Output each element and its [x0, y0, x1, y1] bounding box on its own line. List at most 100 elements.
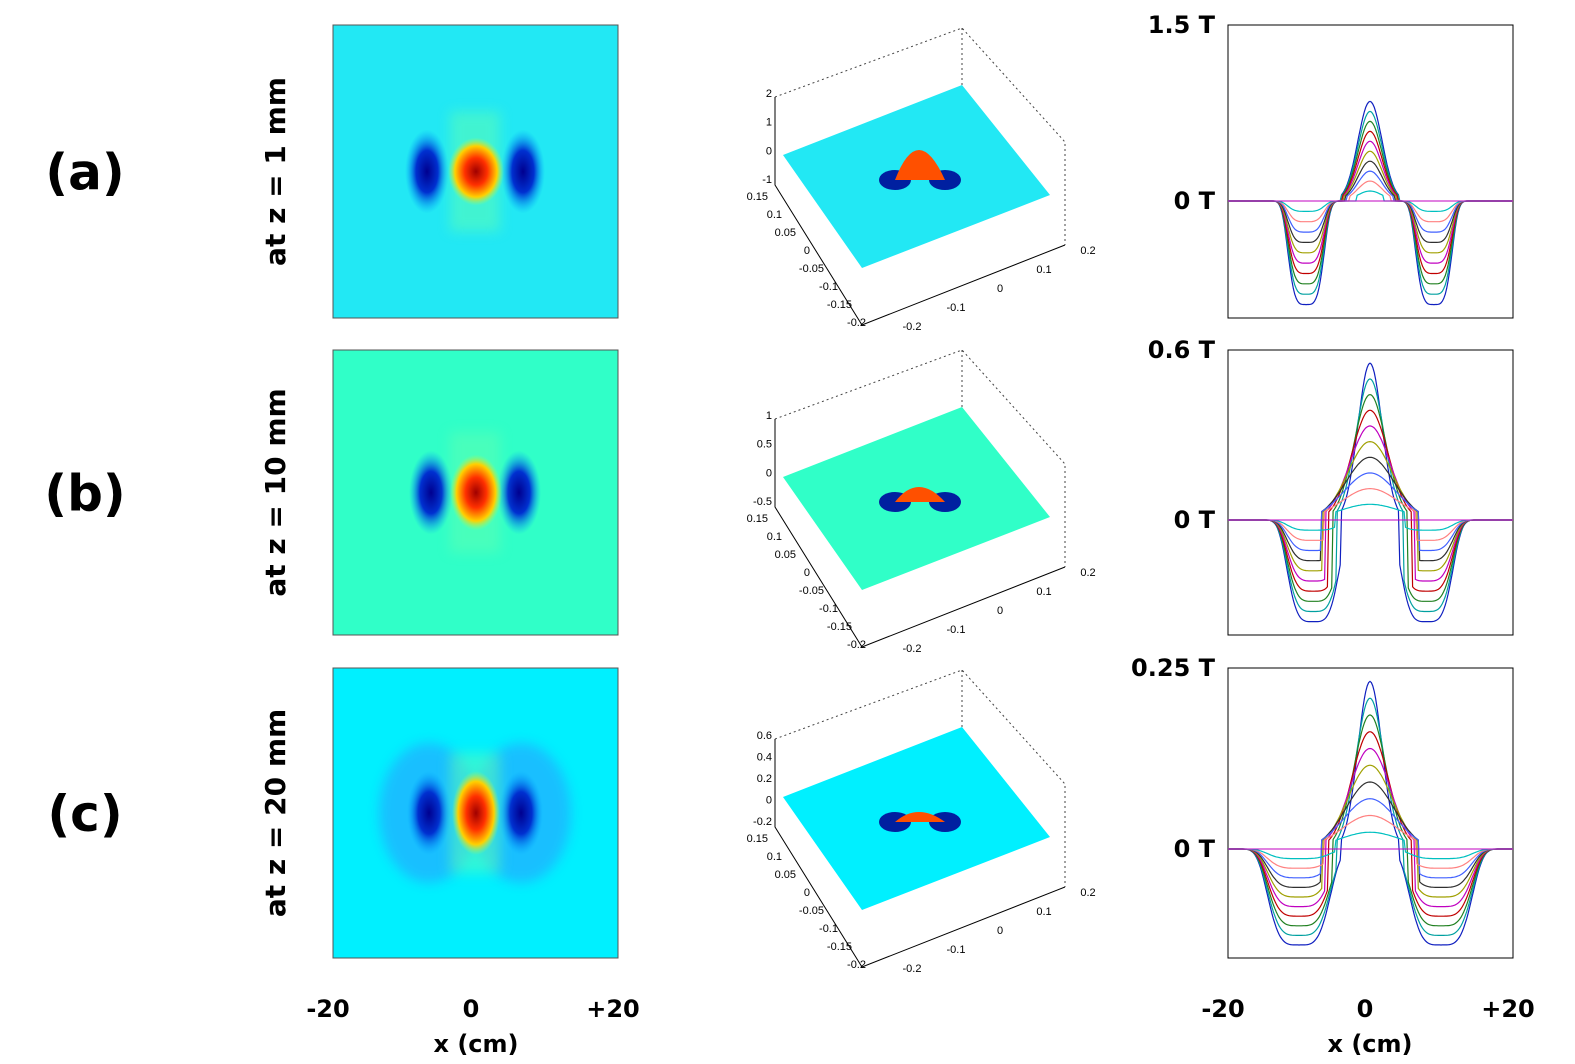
profile-frame [1227, 667, 1514, 959]
surface-plot: 1 0.5 0 -0.5 0.15 0.1 0.05 0 -0.05 -0.1 -0.15 -0.2 -… [747, 349, 1096, 655]
profile-top-label: 1.5 T [1148, 11, 1216, 39]
axis [774, 419, 1066, 648]
profile-curve [1228, 120, 1512, 285]
profile-plot: 0.6 T 0 T [1148, 336, 1514, 636]
y-tick-label: 0.15 [747, 513, 768, 525]
y-tick-label: 0.05 [775, 549, 796, 561]
z-tick-label: 1 [766, 410, 772, 422]
heatmap [409, 432, 541, 553]
lobe [405, 129, 449, 214]
profile-curve [1228, 798, 1512, 879]
y-tick-label: -0.15 [827, 941, 852, 953]
z-tick-label: 2 [766, 88, 772, 100]
profile-frame [1227, 349, 1514, 636]
profile-curve [1228, 831, 1512, 860]
y-tick-label: 0 [804, 245, 810, 257]
y-tick-label: -0.05 [799, 905, 824, 917]
x-axis-label: x (cm) [1327, 1030, 1412, 1058]
profile-top-label: 0.25 T [1131, 654, 1216, 682]
y-tick-label: 0.1 [767, 209, 782, 221]
y-tick-label: -0.15 [827, 621, 852, 633]
x-tick-label: -0.2 [903, 963, 922, 975]
profile-curve [1228, 472, 1512, 552]
y-tick-label: 0.15 [747, 833, 768, 845]
heatmap [379, 743, 571, 883]
x-tick-label: 0 [997, 605, 1003, 617]
profile-plot: 0.25 T 0 T [1131, 654, 1514, 959]
row-label: (b) [44, 465, 126, 523]
y-tick-label: -0.2 [847, 317, 866, 329]
heatmap [405, 111, 545, 232]
y-tick-label: -0.2 [847, 959, 866, 971]
profile-curve [1228, 781, 1512, 889]
row-label: (c) [47, 785, 122, 843]
profile-curve [1228, 714, 1512, 927]
profile-curve [1228, 409, 1512, 592]
surface-peak [895, 150, 945, 180]
y-tick-label: -0.15 [827, 299, 852, 311]
profile-curve [1228, 440, 1512, 572]
axis [774, 739, 1066, 968]
x-tick-label: 0 [997, 283, 1003, 295]
profile-curve [1228, 362, 1512, 623]
y-tick-label: 0.05 [775, 227, 796, 239]
x-tick-label: 0.1 [1036, 906, 1051, 918]
x-axis-tick-label: -20 [1201, 995, 1244, 1023]
x-tick-label: -0.1 [947, 944, 966, 956]
profile-curve [1228, 814, 1512, 869]
x-axis-tick-label: -20 [306, 995, 349, 1023]
y-tick-label: 0.1 [767, 531, 782, 543]
y-tick-label: -0.2 [847, 639, 866, 651]
profile-curve [1228, 731, 1512, 917]
y-tick-label: -0.1 [819, 603, 838, 615]
y-tick-label: 0 [804, 887, 810, 899]
lobe [501, 129, 545, 214]
z-tick-label: 0 [766, 145, 772, 157]
lobe [409, 450, 453, 535]
x-axis-tick-label: +20 [1481, 995, 1535, 1023]
lobe [407, 771, 451, 855]
y-tick-label: -0.05 [799, 263, 824, 275]
profile-curve [1228, 747, 1512, 908]
surface-peak [895, 487, 945, 502]
z-tick-label: 0.5 [757, 439, 772, 451]
surface-plot: 2 1 0 -1 0.15 0.1 0.05 0 -0.05 -0.1 -0.15 -0.2 -0.2 -… [747, 27, 1096, 333]
x-axis-label: x (cm) [433, 1030, 518, 1058]
x-axis-tick-label: 0 [1357, 995, 1374, 1023]
core [448, 137, 504, 206]
z-tick-label: 1 [766, 117, 772, 129]
row-label: (a) [45, 144, 124, 202]
lobe [499, 771, 543, 855]
profile-zero-label: 0 T [1174, 187, 1216, 215]
y-tick-label: 0.05 [775, 869, 796, 881]
z-tick-label: 0 [766, 795, 772, 807]
y-tick-label: 0 [804, 567, 810, 579]
y-tick-label: -0.1 [819, 923, 838, 935]
profile-curve [1228, 140, 1512, 264]
profile-zero-label: 0 T [1174, 506, 1216, 534]
x-tick-label: -0.2 [903, 643, 922, 655]
profile-curve [1228, 110, 1512, 295]
profile-curve [1228, 130, 1512, 275]
profile-curve [1228, 150, 1512, 254]
z-tick-label: 0.4 [757, 752, 772, 764]
x-tick-label: 0.2 [1080, 245, 1095, 257]
lobe [497, 450, 541, 535]
x-tick-label: -0.2 [903, 321, 922, 333]
x-tick-label: 0.1 [1036, 586, 1051, 598]
box [774, 669, 1066, 887]
z-tick-label: 0 [766, 467, 772, 479]
axis [774, 97, 1066, 326]
profile-curve [1228, 503, 1512, 531]
x-axis-tick-label: 0 [463, 995, 480, 1023]
x-tick-label: 0.2 [1080, 567, 1095, 579]
profile-curve [1228, 378, 1512, 613]
z-tick-label: 0.6 [757, 730, 772, 742]
z-tick-label: -1 [762, 174, 772, 186]
profile-curve [1228, 425, 1512, 582]
profile-plot: 1.5 T 0 T [1148, 11, 1514, 319]
y-tick-label: -0.1 [819, 281, 838, 293]
z-tick-label: -0.5 [753, 496, 772, 508]
x-axis-tick-label: +20 [586, 995, 640, 1023]
